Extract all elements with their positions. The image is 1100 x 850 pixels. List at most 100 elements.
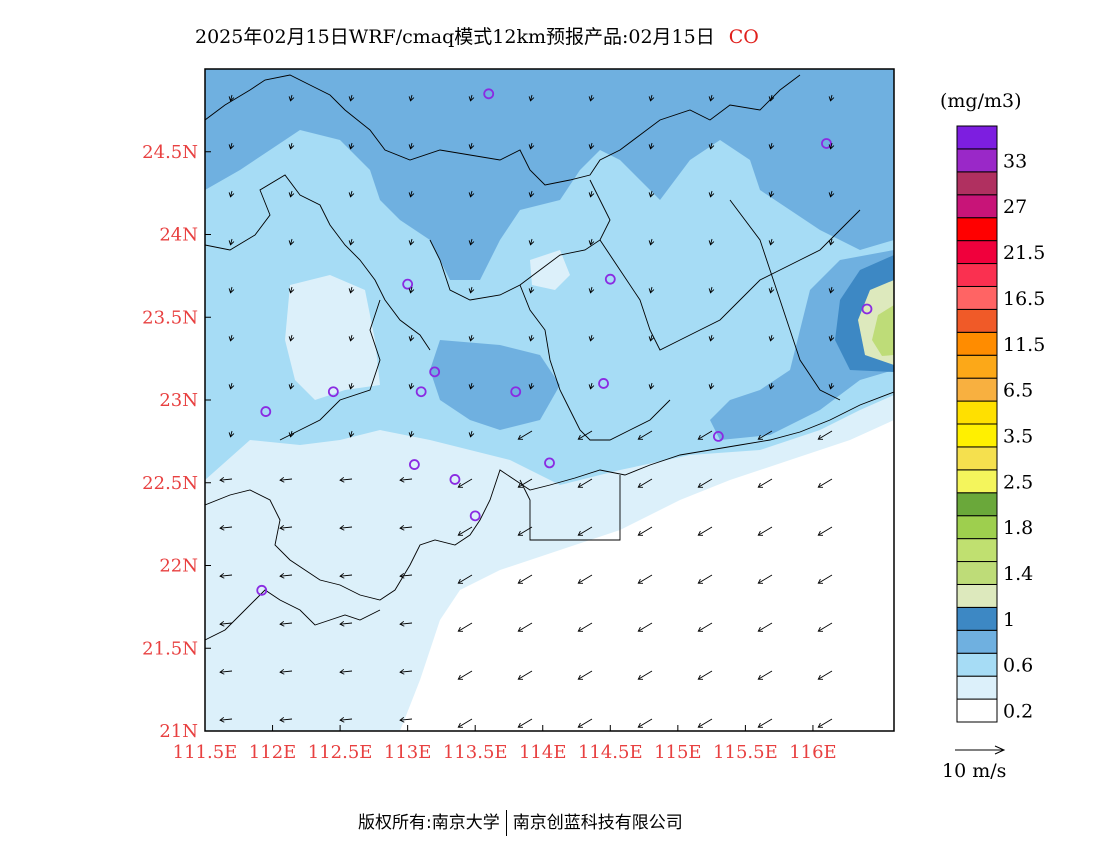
wind-vector-head — [757, 674, 764, 680]
wind-vector — [650, 238, 653, 245]
wind-vector — [770, 238, 773, 245]
wind-vector — [650, 190, 653, 197]
wind-vector-head — [408, 384, 415, 390]
wind-vector — [458, 574, 473, 584]
wind-vector — [220, 622, 233, 625]
wind-vector — [410, 238, 413, 245]
colorbar-swatch — [956, 240, 998, 265]
concentration-zone-central-high — [430, 340, 560, 430]
wind-vector-head — [757, 434, 764, 440]
colorbar-swatch — [956, 263, 998, 287]
wind-vector — [818, 478, 833, 488]
wind-vector-head — [817, 722, 824, 728]
wind-vector-head — [228, 192, 235, 198]
wind-vector-head — [408, 432, 415, 438]
wind-vector-head — [768, 144, 775, 150]
wind-vector-head — [828, 288, 835, 294]
wind-vector — [578, 718, 593, 728]
wind-vector — [470, 94, 473, 101]
wind-vector — [830, 142, 833, 149]
copyright-footer: 版权所有:南京大学 南京创蓝科技有限公司 — [358, 808, 683, 836]
colorbar-swatch — [956, 171, 998, 196]
wind-vector-head — [457, 530, 464, 536]
wind-vector-head — [577, 578, 584, 584]
wind-vector-head — [339, 620, 345, 627]
wind-vector — [350, 142, 353, 149]
colorbar-label: 1 — [1003, 609, 1015, 631]
wind-vector-head — [517, 626, 524, 632]
wind-vector — [698, 478, 713, 488]
wind-vector-head — [288, 192, 295, 198]
wind-vector — [638, 718, 653, 728]
wind-vector-head — [408, 288, 415, 294]
wind-vector — [530, 238, 533, 245]
wind-vector-head — [339, 476, 345, 483]
wind-vector-head — [757, 626, 764, 632]
colorbar-swatch — [956, 675, 998, 700]
monitoring-station — [402, 278, 414, 290]
concentration-zone-western-low — [285, 275, 380, 400]
wind-vector — [350, 430, 353, 437]
wind-vector — [758, 478, 773, 488]
y-tick-label: 21.5N — [142, 638, 198, 659]
wind-vector — [290, 190, 293, 197]
wind-vector — [220, 574, 233, 577]
wind-vector — [758, 430, 773, 440]
wind-vector — [518, 718, 533, 728]
wind-vector-head — [288, 96, 295, 102]
wind-vector — [340, 526, 353, 529]
wind-vector-head — [219, 572, 225, 579]
wind-vector — [650, 334, 653, 341]
wind-vector — [470, 286, 473, 293]
wind-vector-head — [517, 674, 524, 680]
copyright-company: 南京创蓝科技有限公司 — [512, 813, 683, 833]
wind-vectors — [219, 94, 835, 728]
wind-vector-head — [348, 384, 355, 390]
wind-vector-head — [228, 144, 235, 150]
wind-vector-head — [828, 240, 835, 246]
wind-vector-head — [757, 578, 764, 584]
monitoring-station — [510, 386, 522, 398]
wind-vector — [290, 94, 293, 101]
wind-vector — [458, 718, 473, 728]
wind-vector — [230, 430, 233, 437]
wind-vector — [578, 574, 593, 584]
wind-vector-head — [228, 384, 235, 390]
wind-vector — [710, 238, 713, 245]
wind-vector-head — [288, 336, 295, 342]
wind-vector — [400, 526, 413, 529]
wind-vector-head — [817, 482, 824, 488]
wind-vector-head — [279, 620, 285, 627]
wind-vector — [410, 334, 413, 341]
wind-vector — [830, 190, 833, 197]
wind-vector — [400, 574, 413, 577]
wind-vector-head — [339, 524, 345, 531]
wind-vector-head — [648, 288, 655, 294]
x-tick-label: 116E — [789, 742, 837, 763]
wind-vector — [710, 142, 713, 149]
wind-vector-head — [817, 626, 824, 632]
y-tick-label: 24N — [159, 225, 198, 246]
x-tick-label: 112E — [249, 742, 297, 763]
wind-vector-head — [697, 578, 704, 584]
station-markers — [256, 88, 873, 596]
wind-vector — [518, 478, 533, 488]
wind-vector — [578, 478, 593, 488]
wind-vector-head — [697, 722, 704, 728]
district-boundary-c — [519, 284, 671, 441]
wind-vector — [590, 382, 593, 389]
colorbar-label: 27 — [1003, 196, 1027, 218]
wind-vector — [590, 238, 593, 245]
colorbar-swatch — [956, 400, 998, 425]
x-tick-label: 113E — [384, 742, 432, 763]
wind-vector-head — [468, 192, 475, 198]
wind-vector-head — [708, 384, 715, 390]
wind-vector-head — [408, 144, 415, 150]
district-boundary-a — [429, 179, 611, 301]
wind-vector — [530, 382, 533, 389]
wind-vector — [290, 286, 293, 293]
colorbar-swatch — [956, 629, 998, 654]
wind-vector — [410, 286, 413, 293]
wind-vector-head — [339, 668, 345, 675]
